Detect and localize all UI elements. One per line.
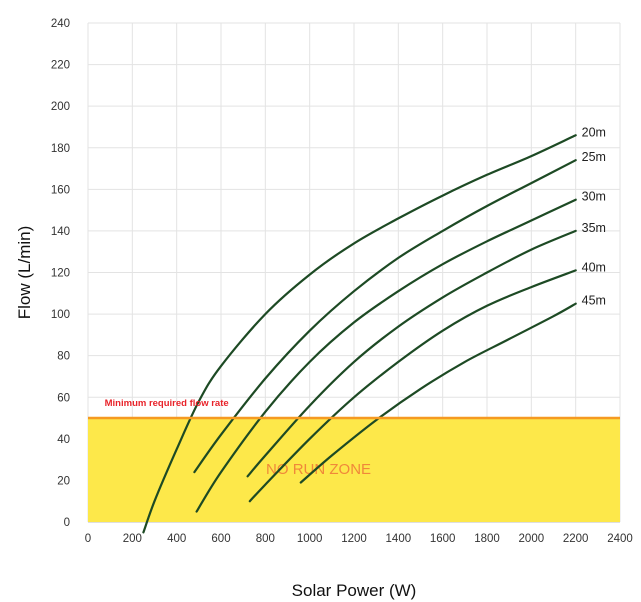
series-line-35m <box>246 229 577 478</box>
y-tick-label: 120 <box>51 268 70 280</box>
x-tick-label: 2400 <box>607 533 633 545</box>
x-tick-label: 0 <box>85 533 91 545</box>
x-tick-label: 200 <box>123 533 142 545</box>
y-axis-title: Flow (L/min) <box>15 226 34 320</box>
x-tick-label: 1400 <box>386 533 412 545</box>
series-group: 20m 25m 30m 35m 40m 45m <box>142 125 606 534</box>
x-tick-label: 1800 <box>474 533 500 545</box>
y-tick-label: 240 <box>51 18 70 30</box>
x-tick-label: 2000 <box>519 533 545 545</box>
y-tick-label: 80 <box>57 351 70 363</box>
series-label-20m: 20m <box>582 125 606 139</box>
series-label-25m: 25m <box>582 150 606 164</box>
x-axis-ticks: 0 200 400 600 800 1000 1200 1400 1600 1800 2000 220… <box>85 533 633 545</box>
series-label-45m: 45m <box>582 294 606 308</box>
y-tick-label: 140 <box>51 226 70 238</box>
series-label-35m: 35m <box>582 221 606 235</box>
y-tick-label: 20 <box>57 475 70 487</box>
x-tick-label: 400 <box>167 533 186 545</box>
y-tick-label: 60 <box>57 392 70 404</box>
y-tick-label: 220 <box>51 60 70 72</box>
no-run-zone-label: NO RUN ZONE <box>266 461 371 478</box>
x-axis-title: Solar Power (W) <box>292 581 417 600</box>
series-line-25m <box>193 159 577 474</box>
series-line-45m <box>299 302 577 484</box>
x-tick-label: 800 <box>256 533 275 545</box>
series-line-40m <box>248 269 577 503</box>
series-label-30m: 30m <box>582 190 606 204</box>
series-line-20m <box>142 134 577 534</box>
y-tick-label: 160 <box>51 184 70 196</box>
series-line-30m <box>195 198 577 513</box>
y-tick-label: 0 <box>64 517 70 529</box>
y-tick-label: 200 <box>51 101 70 113</box>
y-tick-label: 40 <box>57 434 70 446</box>
y-axis-ticks: 0 20 40 60 80 100 120 140 160 180 200 220 240 <box>51 18 70 529</box>
no-run-zone <box>88 418 620 522</box>
minimum-flow-label: Minimum required flow rate <box>105 398 229 409</box>
x-tick-label: 1000 <box>297 533 323 545</box>
y-tick-label: 100 <box>51 309 70 321</box>
y-tick-label: 180 <box>51 143 70 155</box>
x-tick-label: 2200 <box>563 533 589 545</box>
series-label-40m: 40m <box>582 260 606 274</box>
x-tick-label: 600 <box>211 533 230 545</box>
x-tick-label: 1200 <box>341 533 367 545</box>
x-tick-label: 1600 <box>430 533 456 545</box>
